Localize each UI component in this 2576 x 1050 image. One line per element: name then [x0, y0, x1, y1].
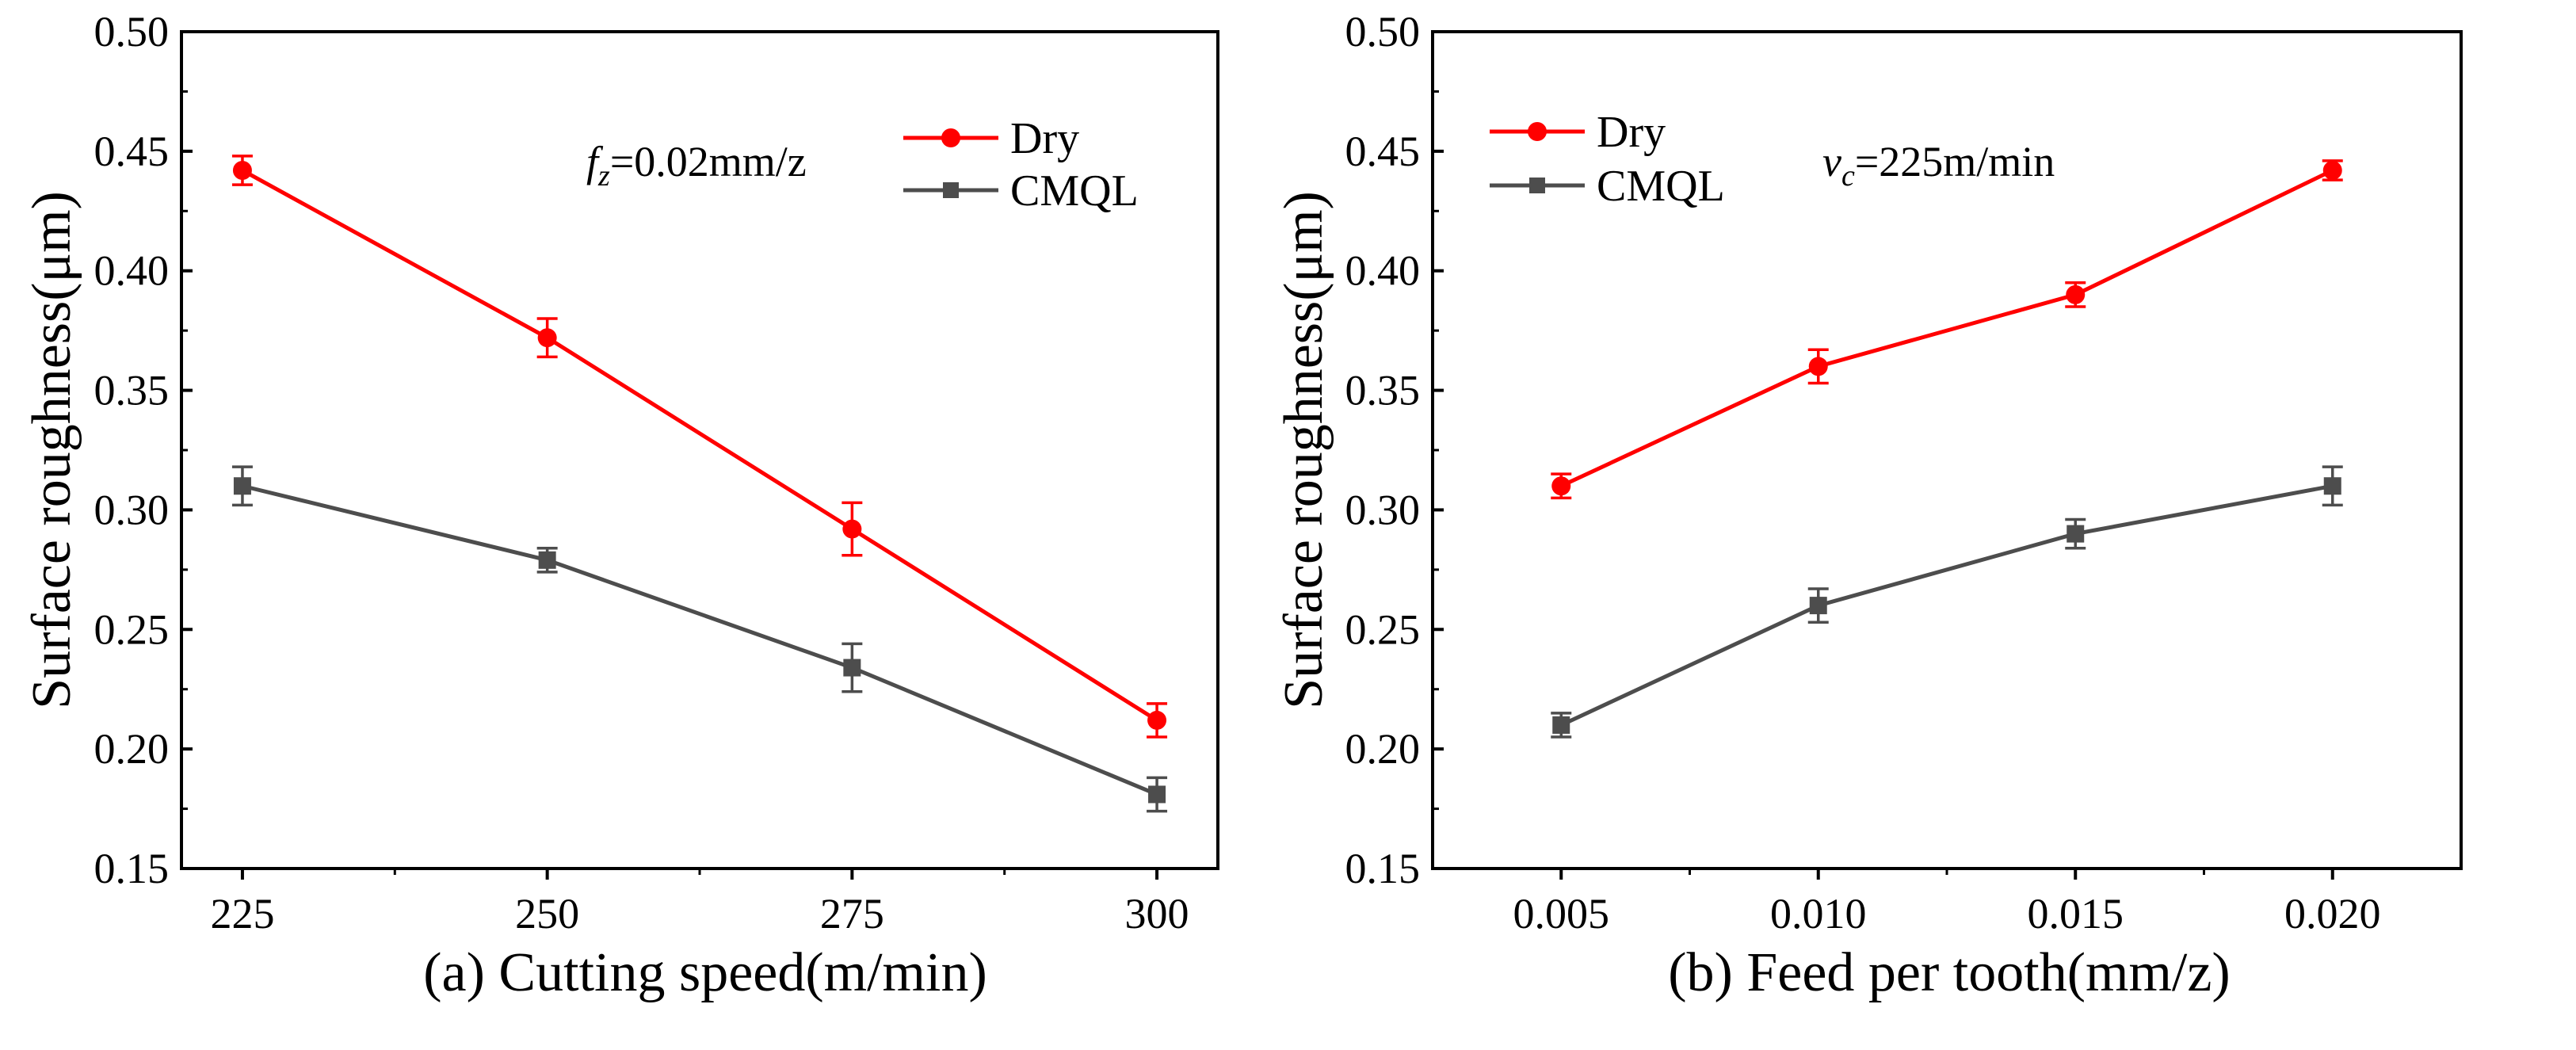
y-axis-label: Surface roughness(μm) — [21, 191, 82, 709]
data-point — [1147, 710, 1167, 730]
series-line — [1560, 168, 2334, 488]
data-point — [1809, 597, 1827, 615]
chart-panel-b: 0.15 0.20 0.25 0.30 0.35 0.40 0.45 0.50 0.005 0.0… — [1273, 8, 2463, 1003]
y-tick-label: 0.35 — [94, 367, 170, 414]
y-axis-label: Surface roughness(μm) — [1273, 191, 1334, 709]
series-line — [241, 168, 1158, 723]
x-axis-label: (a) Cutting speed(m/min) — [423, 942, 987, 1003]
y-tick-label: 0.45 — [94, 128, 170, 175]
y-tick-label: 0.25 — [94, 605, 170, 653]
y-tick-label: 0.40 — [94, 247, 170, 295]
y-tick-label: 0.40 — [1345, 247, 1421, 295]
data-point — [1551, 476, 1571, 496]
legend-marker — [943, 182, 959, 198]
condition-annotation: fz=0.02mm/z — [586, 138, 807, 193]
y-tick-label: 0.30 — [1345, 486, 1421, 533]
data-point — [1148, 785, 1166, 804]
legend-label: CMQL — [1010, 166, 1139, 216]
x-tick-label: 0.010 — [1770, 890, 1867, 937]
x-tick-label: 0.015 — [2028, 890, 2124, 937]
series-line — [242, 483, 1158, 796]
data-point — [537, 328, 557, 348]
y-tick-label: 0.45 — [1345, 128, 1421, 175]
y-tick-label: 0.25 — [1345, 605, 1421, 653]
x-tick-label: 0.020 — [2284, 890, 2381, 937]
x-tick-label: 225 — [210, 890, 274, 937]
data-point — [2323, 477, 2341, 495]
y-tick-label: 0.50 — [1345, 8, 1421, 55]
y-tick-label: 0.50 — [94, 8, 170, 55]
data-point — [842, 519, 862, 539]
series-dry — [231, 155, 1168, 739]
y-tick-label: 0.15 — [1345, 845, 1421, 892]
condition-annotation: vc=225m/min — [1822, 138, 2055, 193]
y-tick-label: 0.35 — [1345, 367, 1421, 414]
legend-label: Dry — [1010, 114, 1079, 163]
x-tick-label: 275 — [820, 890, 884, 937]
legend-label: Dry — [1597, 108, 1666, 157]
legend-marker — [941, 128, 960, 147]
series-dry — [1551, 159, 2343, 500]
x-tick-label: 0.005 — [1513, 890, 1610, 937]
series-line — [1560, 483, 2334, 727]
y-tick-label: 0.15 — [94, 845, 170, 892]
y-tick-label: 0.20 — [94, 725, 170, 773]
data-point — [843, 659, 861, 677]
legend-marker — [1529, 178, 1545, 193]
data-point — [538, 551, 556, 569]
series-cmql — [1551, 465, 2343, 739]
chart-panel-a: 0.15 0.20 0.25 0.30 0.35 0.40 0.45 0.50 225 250 27… — [21, 8, 1219, 1003]
data-point — [233, 477, 251, 495]
data-point — [232, 160, 252, 180]
y-tick-label: 0.20 — [1345, 725, 1421, 773]
data-point — [2066, 284, 2086, 304]
legend-marker — [1528, 122, 1547, 141]
data-point — [1808, 357, 1828, 376]
legend-label: CMQL — [1597, 162, 1725, 211]
x-tick-label: 300 — [1125, 890, 1189, 937]
series-cmql — [231, 465, 1168, 813]
x-tick-label: 250 — [515, 890, 579, 937]
data-point — [2067, 525, 2085, 543]
x-axis-label: (b) Feed per tooth(mm/z) — [1668, 942, 2231, 1003]
data-point — [2322, 160, 2342, 180]
data-point — [1552, 716, 1570, 734]
y-tick-label: 0.30 — [94, 486, 170, 533]
